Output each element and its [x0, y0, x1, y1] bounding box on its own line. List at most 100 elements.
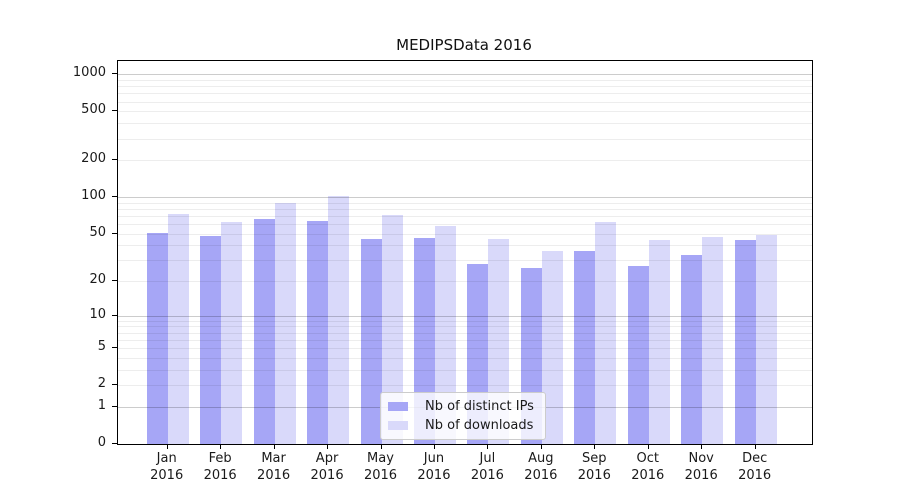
minor-gridline-6 — [118, 339, 812, 341]
y-tick-label-0: 0 — [97, 435, 106, 450]
x-tick-label-month: Aug — [528, 451, 554, 466]
x-tick-label-month: Apr — [315, 451, 339, 466]
x-tick-label-month: Oct — [636, 451, 659, 466]
bar-distinct-ips-feb — [200, 235, 222, 444]
y-tick-label-200: 200 — [81, 151, 106, 167]
x-tick-aug — [540, 444, 542, 449]
x-tick-label-year: 2016 — [310, 468, 344, 483]
x-tick-label-year: 2016 — [470, 468, 504, 483]
bar-downloads-jun — [434, 225, 456, 444]
minor-gridline-8 — [118, 326, 812, 328]
bar-distinct-ips-mar — [253, 218, 275, 444]
x-tick-label-month: Jul — [479, 451, 496, 466]
minor-gridline-4 — [118, 357, 812, 359]
x-tick-apr — [327, 444, 329, 449]
bar-downloads-dec — [755, 234, 777, 444]
bar-downloads-nov — [702, 236, 724, 444]
bar-downloads-jan — [167, 214, 189, 444]
bar-downloads-mar — [274, 202, 296, 444]
y-tick-label-20: 20 — [89, 272, 106, 288]
y-tick-10 — [112, 314, 117, 316]
x-tick-label-year: 2016 — [524, 468, 558, 483]
minor-gridline-200 — [118, 160, 812, 162]
minor-gridline-300 — [118, 138, 812, 140]
x-tick-label-aug: Aug 2016 — [510, 450, 572, 484]
y-tick-5 — [112, 347, 117, 349]
major-gridline-10 — [118, 315, 812, 317]
x-tick-label-month: Dec — [742, 451, 768, 466]
minor-gridline-400 — [118, 123, 812, 125]
x-tick-label-sep: Sep 2016 — [563, 450, 625, 484]
legend-swatch-downloads — [388, 421, 408, 430]
legend-label-downloads: Nb of downloads — [425, 418, 534, 433]
minor-gridline-9 — [118, 320, 812, 322]
plot-area: Nb of distinct IPs Nb of downloads — [117, 60, 813, 445]
chart-title: MEDIPSData 2016 — [396, 36, 532, 54]
minor-gridline-900 — [118, 79, 812, 81]
x-tick-jun — [433, 444, 435, 449]
y-tick-100 — [112, 196, 117, 197]
x-tick-may — [380, 444, 382, 449]
y-tick-label-1: 1 — [97, 397, 106, 413]
x-tick-label-month: Jun — [423, 451, 445, 466]
minor-gridline-30 — [118, 260, 812, 262]
bar-distinct-ips-oct — [627, 265, 649, 444]
x-tick-jul — [487, 444, 489, 449]
bar-downloads-oct — [648, 240, 670, 444]
x-tick-feb — [220, 444, 222, 449]
bar-downloads-may — [381, 215, 403, 444]
minor-gridline-60 — [118, 223, 812, 225]
minor-gridline-600 — [118, 101, 812, 103]
x-tick-label-jun: Jun 2016 — [403, 450, 465, 484]
y-tick-label-10: 10 — [89, 306, 106, 322]
minor-gridline-50 — [118, 233, 812, 235]
x-tick-label-month: Sep — [582, 451, 607, 466]
x-tick-label-month: Mar — [261, 451, 286, 466]
bar-distinct-ips-jan — [146, 232, 168, 444]
y-tick-200 — [112, 159, 117, 161]
x-tick-label-jul: Jul 2016 — [456, 450, 518, 484]
y-tick-0 — [112, 443, 117, 444]
y-tick-2 — [112, 384, 117, 386]
major-gridline-100 — [118, 197, 812, 198]
bar-downloads-aug — [541, 250, 563, 444]
y-tick-1000 — [112, 73, 117, 75]
major-gridline-1000 — [118, 74, 812, 76]
minor-gridline-40 — [118, 245, 812, 247]
y-tick-label-2: 2 — [97, 376, 106, 392]
minor-gridline-2 — [118, 385, 812, 387]
minor-gridline-800 — [118, 86, 812, 88]
y-tick-label-5: 5 — [97, 339, 106, 355]
bar-distinct-ips-sep — [574, 250, 596, 444]
x-tick-label-month: Jan — [156, 451, 177, 466]
y-tick-500 — [112, 110, 117, 112]
y-tick-label-100: 100 — [81, 188, 106, 203]
x-tick-label-nov: Nov 2016 — [670, 450, 732, 484]
x-tick-label-year: 2016 — [577, 468, 611, 483]
x-tick-nov — [701, 444, 703, 449]
x-tick-label-year: 2016 — [738, 468, 772, 483]
x-tick-label-year: 2016 — [257, 468, 291, 483]
minor-gridline-70 — [118, 215, 812, 217]
minor-gridline-500 — [118, 111, 812, 113]
y-tick-20 — [112, 280, 117, 282]
x-tick-mar — [273, 444, 275, 449]
x-tick-jan — [166, 444, 168, 449]
bar-downloads-feb — [221, 222, 243, 444]
minor-gridline-5 — [118, 348, 812, 350]
bar-downloads-apr — [328, 195, 350, 444]
x-tick-label-dec: Dec 2016 — [724, 450, 786, 484]
x-tick-label-jan: Jan 2016 — [136, 450, 198, 484]
x-tick-label-year: 2016 — [150, 468, 184, 483]
x-tick-label-year: 2016 — [203, 468, 237, 483]
x-tick-label-month: Nov — [688, 451, 714, 466]
x-tick-label-year: 2016 — [631, 468, 665, 483]
legend-row-downloads: Nb of downloads — [388, 418, 545, 433]
bar-downloads-sep — [595, 222, 617, 444]
x-tick-label-oct: Oct 2016 — [617, 450, 679, 484]
x-tick-label-year: 2016 — [417, 468, 451, 483]
bar-distinct-ips-dec — [734, 240, 756, 444]
x-tick-sep — [594, 444, 596, 449]
minor-gridline-80 — [118, 208, 812, 210]
minor-gridline-3 — [118, 369, 812, 371]
